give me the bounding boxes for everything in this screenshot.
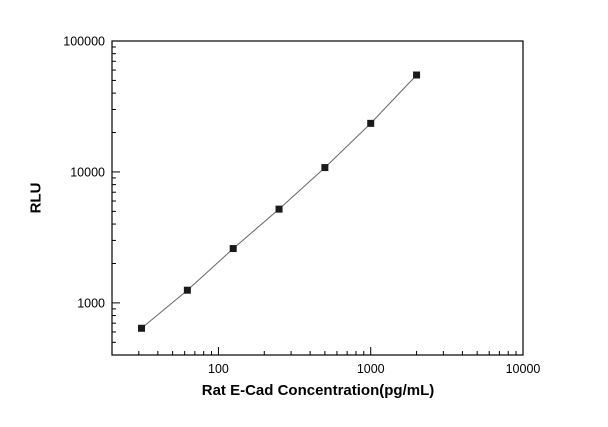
data-point-marker <box>138 324 146 332</box>
x-axis-title: Rat E-Cad Concentration(pg/mL) <box>201 382 435 399</box>
y-axis-title: RLU <box>27 182 45 214</box>
data-point-marker <box>367 119 375 127</box>
data-point-marker <box>413 71 421 79</box>
data-point-marker <box>183 286 191 294</box>
x-tick-label: 10000 <box>506 362 541 376</box>
data-point-marker <box>275 205 283 213</box>
plot-frame <box>111 40 524 356</box>
data-point-marker <box>321 164 329 172</box>
x-tick-label: 100 <box>208 362 229 376</box>
y-tick-label: 10000 <box>70 165 105 179</box>
data-point-marker <box>229 245 237 253</box>
x-tick-label: 1000 <box>357 362 385 376</box>
y-tick-label: 1000 <box>77 296 105 310</box>
y-tick-label: 100000 <box>63 35 105 49</box>
series-line <box>141 74 417 329</box>
